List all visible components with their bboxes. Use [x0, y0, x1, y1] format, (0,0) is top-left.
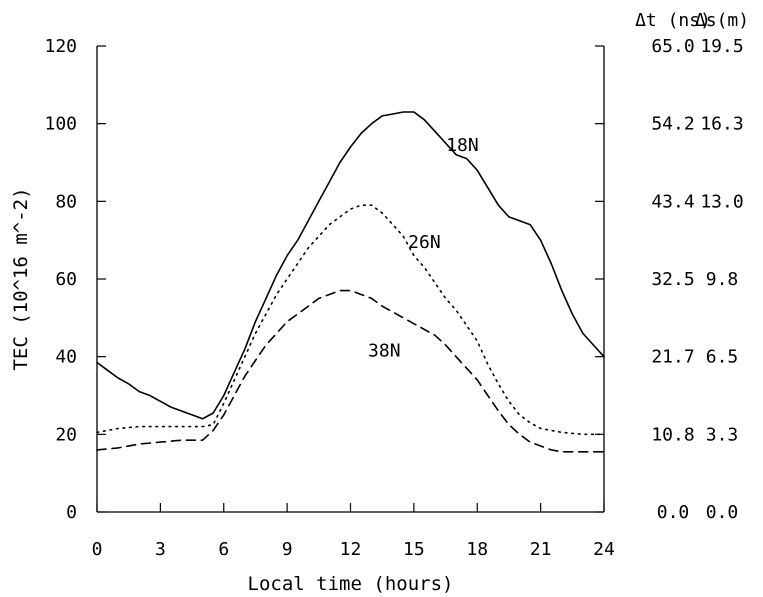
- x-tick-label: 0: [92, 539, 103, 560]
- right-axis-label: 21.7: [651, 347, 694, 368]
- series-line-26n: [96, 204, 605, 436]
- right-axis-label: 54.2: [651, 114, 694, 135]
- right-axis-label: 16.3: [700, 114, 743, 135]
- y-tick-label: 60: [55, 269, 77, 290]
- right-axis-label: 65.0: [651, 36, 694, 57]
- series-label-26n: 26N: [408, 232, 441, 253]
- right-axis-label: 43.4: [651, 191, 694, 212]
- y-axis-title: TEC (10^16 m^-2): [10, 187, 32, 370]
- x-tick-label: 18: [466, 539, 488, 560]
- x-tick-label: 21: [530, 539, 552, 560]
- right-axis-label: 0.0: [657, 502, 690, 523]
- right-axis-label: 10.8: [651, 424, 694, 445]
- axes: [96, 45, 605, 513]
- series-label-38n: 38N: [368, 341, 401, 362]
- y-tick-label: 80: [55, 191, 77, 212]
- right-axis-label: 32.5: [651, 269, 694, 290]
- x-tick-label: 6: [218, 539, 229, 560]
- y-tick-label: 20: [55, 424, 77, 445]
- y-tick-label: 100: [44, 114, 77, 135]
- right-axis-label: 0.0: [706, 502, 739, 523]
- y-tick-label: 0: [66, 502, 77, 523]
- y-tick-label: 120: [44, 36, 77, 57]
- labels: 0 20 40 60 80 100 120 0 3 6 9 12 15 18 21 24 Δt (ns) 0.0 1…: [10, 10, 749, 595]
- series-label-18n: 18N: [446, 135, 479, 156]
- series-line-18n: [96, 111, 605, 420]
- x-axis-title: Local time (hours): [248, 573, 454, 595]
- series-lines: [96, 111, 605, 453]
- right-axis-label: 6.5: [706, 347, 739, 368]
- series-line-38n: [96, 289, 605, 453]
- y-tick-label: 40: [55, 347, 77, 368]
- right-axis-label: 19.5: [700, 36, 743, 57]
- x-tick-label: 3: [155, 539, 166, 560]
- x-tick-label: 24: [593, 539, 615, 560]
- right-axis-label: 3.3: [706, 424, 739, 445]
- x-tick-label: 12: [340, 539, 362, 560]
- right-axis-header: Δs(m): [695, 10, 749, 31]
- right-axis-label: 13.0: [700, 191, 743, 212]
- x-tick-label: 15: [403, 539, 425, 560]
- right-axis-label: 9.8: [706, 269, 739, 290]
- x-tick-label: 9: [282, 539, 293, 560]
- right-axis-header: Δt (ns): [635, 10, 711, 31]
